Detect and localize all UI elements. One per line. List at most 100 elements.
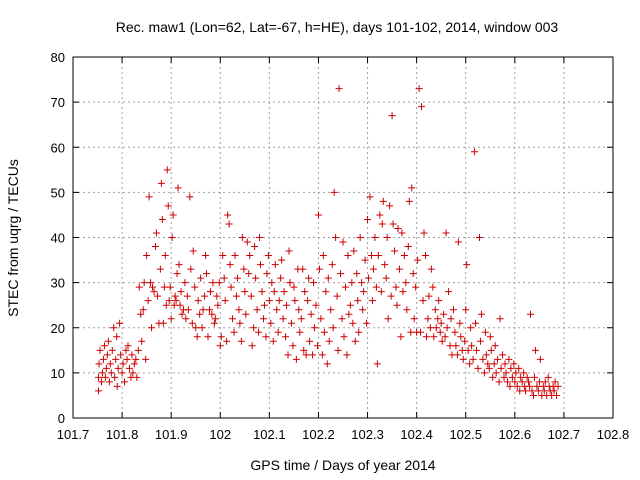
data-point [112, 355, 120, 363]
data-point [309, 351, 317, 359]
data-point [466, 360, 474, 368]
data-point [184, 306, 192, 314]
data-point [403, 306, 411, 314]
data-point [388, 112, 396, 120]
data-point [323, 360, 331, 368]
data-point [456, 319, 464, 327]
data-point [191, 283, 199, 291]
data-point [341, 283, 349, 291]
data-point [209, 279, 217, 287]
data-point [231, 252, 239, 260]
data-point [490, 360, 498, 368]
data-point [111, 373, 119, 381]
data-point [405, 197, 413, 205]
x-axis-label: GPS time / Days of year 2014 [250, 457, 435, 473]
data-point [436, 328, 444, 336]
data-point [395, 265, 403, 273]
data-point [377, 288, 385, 296]
data-point [271, 261, 279, 269]
data-point [499, 351, 507, 359]
data-point [412, 283, 420, 291]
data-point [348, 279, 356, 287]
data-point [364, 215, 372, 223]
data-point [96, 346, 104, 354]
data-point [312, 301, 320, 309]
data-point [324, 274, 332, 282]
data-point [451, 328, 459, 336]
data-point [371, 234, 379, 241]
data-point [517, 373, 525, 381]
data-point [550, 387, 558, 395]
x-tick-labels: 101.7 101.8 101.9 102 102.1 102.2 102.3 102.4 10… [57, 427, 630, 442]
data-point [295, 306, 303, 314]
data-point [174, 184, 182, 192]
data-point [452, 342, 460, 350]
data-point [426, 324, 434, 332]
data-point [540, 387, 548, 395]
data-point [353, 270, 361, 278]
data-point [204, 333, 212, 341]
data-point [447, 315, 455, 323]
data-point [467, 324, 475, 332]
data-point [95, 373, 103, 381]
data-point [110, 324, 118, 332]
data-point [113, 333, 121, 341]
data-point [480, 369, 488, 377]
data-point [318, 351, 326, 359]
data-point [233, 274, 241, 282]
data-point [188, 319, 196, 327]
data-point [492, 369, 500, 377]
data-point [144, 297, 152, 305]
data-point [149, 283, 157, 291]
data-point [299, 265, 307, 273]
data-point [187, 265, 195, 273]
data-point [205, 306, 213, 314]
data-point [431, 306, 439, 314]
data-point [104, 337, 112, 345]
data-point [445, 288, 453, 296]
data-point [159, 319, 167, 327]
data-point [169, 211, 177, 219]
data-point [286, 279, 294, 287]
data-point [397, 333, 405, 341]
axis-ticks [72, 56, 614, 419]
data-point [223, 337, 231, 345]
x-tick-label: 102.2 [302, 427, 335, 442]
x-tick-label: 101.8 [106, 427, 139, 442]
data-point [429, 283, 437, 291]
data-point [181, 279, 189, 287]
data-point [208, 310, 216, 318]
data-point [468, 342, 476, 350]
data-point [469, 355, 477, 363]
data-point [330, 188, 338, 196]
y-tick-labels: 0 10 20 30 40 50 60 70 80 [51, 50, 65, 426]
data-point [407, 328, 415, 336]
data-point [128, 351, 136, 359]
data-point [117, 351, 125, 359]
data-point [378, 220, 386, 228]
data-point [368, 297, 376, 305]
data-point [356, 234, 364, 241]
data-point [417, 328, 425, 336]
data-point [334, 346, 342, 354]
data-point [551, 378, 559, 386]
data-point [170, 301, 178, 309]
data-point [438, 337, 446, 345]
data-point [420, 229, 428, 237]
data-point [210, 319, 218, 327]
y-tick-label: 30 [51, 276, 65, 291]
data-point [173, 270, 181, 278]
data-point [292, 355, 300, 363]
data-point [525, 378, 533, 386]
data-point [147, 279, 155, 287]
data-point [168, 234, 176, 241]
data-point [290, 283, 298, 291]
x-tick-label: 102.6 [499, 427, 532, 442]
data-point [528, 387, 536, 395]
data-point [125, 364, 133, 372]
data-point [194, 297, 202, 305]
data-point [474, 364, 482, 372]
data-point [333, 292, 341, 300]
data-point [440, 310, 448, 318]
data-point [119, 360, 127, 368]
